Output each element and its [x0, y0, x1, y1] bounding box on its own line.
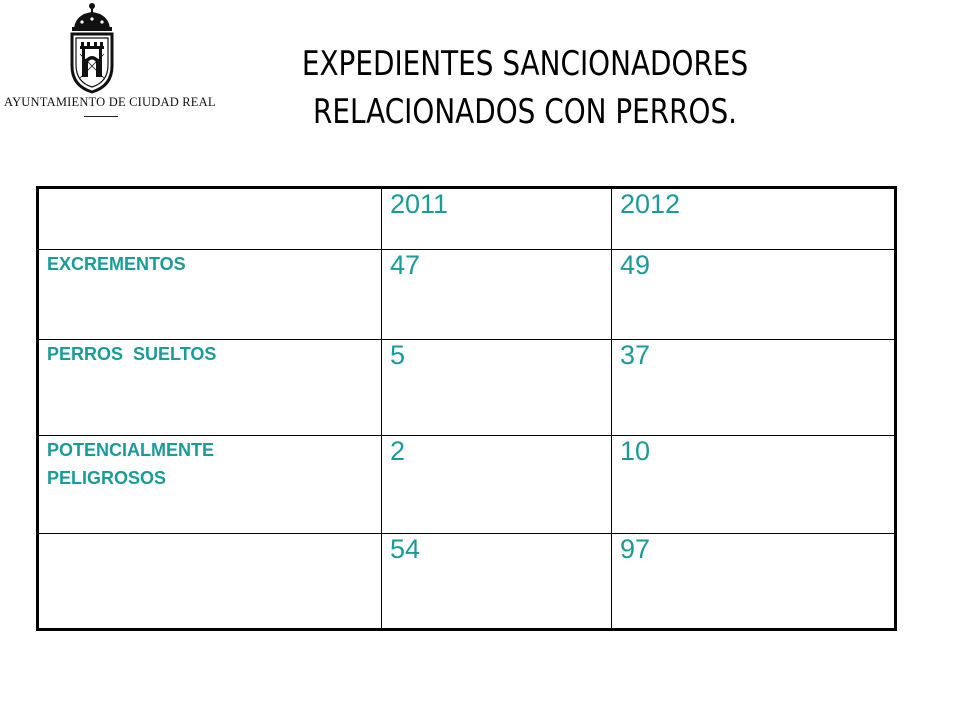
cell-2012: 10 [611, 435, 896, 534]
sanctions-table: 2011 2012 EXCREMENTOS 47 49 PERROS SUELT… [36, 186, 897, 631]
org-name: AYUNTAMIENTO DE CIUDAD REAL [4, 95, 216, 109]
header-cell-2011: 2011 [381, 187, 612, 250]
row-label: PERROS SUELTOS [37, 339, 382, 436]
cell-2012: 49 [611, 249, 896, 340]
title-line-1: EXPEDIENTES SANCIONADORES [301, 44, 749, 84]
header-cell-2012: 2012 [611, 187, 896, 250]
total-label [37, 533, 382, 630]
table-row: POTENCIALMENTE PELIGROSOS 2 10 [37, 435, 896, 534]
title-line-2: RELACIONADOS CON PERROS. [312, 92, 738, 132]
header-cell-empty [37, 187, 382, 250]
city-logo: AYUNTAMIENTO DE CIUDAD REAL [4, 2, 216, 127]
cell-2011: 5 [381, 339, 612, 436]
table-header-row: 2011 2012 [37, 187, 896, 250]
table-row: EXCREMENTOS 47 49 [37, 249, 896, 340]
total-2012: 97 [611, 533, 896, 630]
page-title: EXPEDIENTES SANCIONADORES RELACIONADOS C… [267, 40, 784, 136]
table-row: PERROS SUELTOS 5 37 [37, 339, 896, 436]
cell-2012: 37 [611, 339, 896, 436]
cell-2011: 2 [381, 435, 612, 534]
table-total-row: 54 97 [37, 533, 896, 630]
logo-divider [84, 116, 118, 117]
cell-2011: 47 [381, 249, 612, 340]
row-label: EXCREMENTOS [37, 249, 382, 340]
coat-of-arms-icon [70, 3, 114, 94]
row-label: POTENCIALMENTE PELIGROSOS [37, 435, 382, 534]
total-2011: 54 [381, 533, 612, 630]
